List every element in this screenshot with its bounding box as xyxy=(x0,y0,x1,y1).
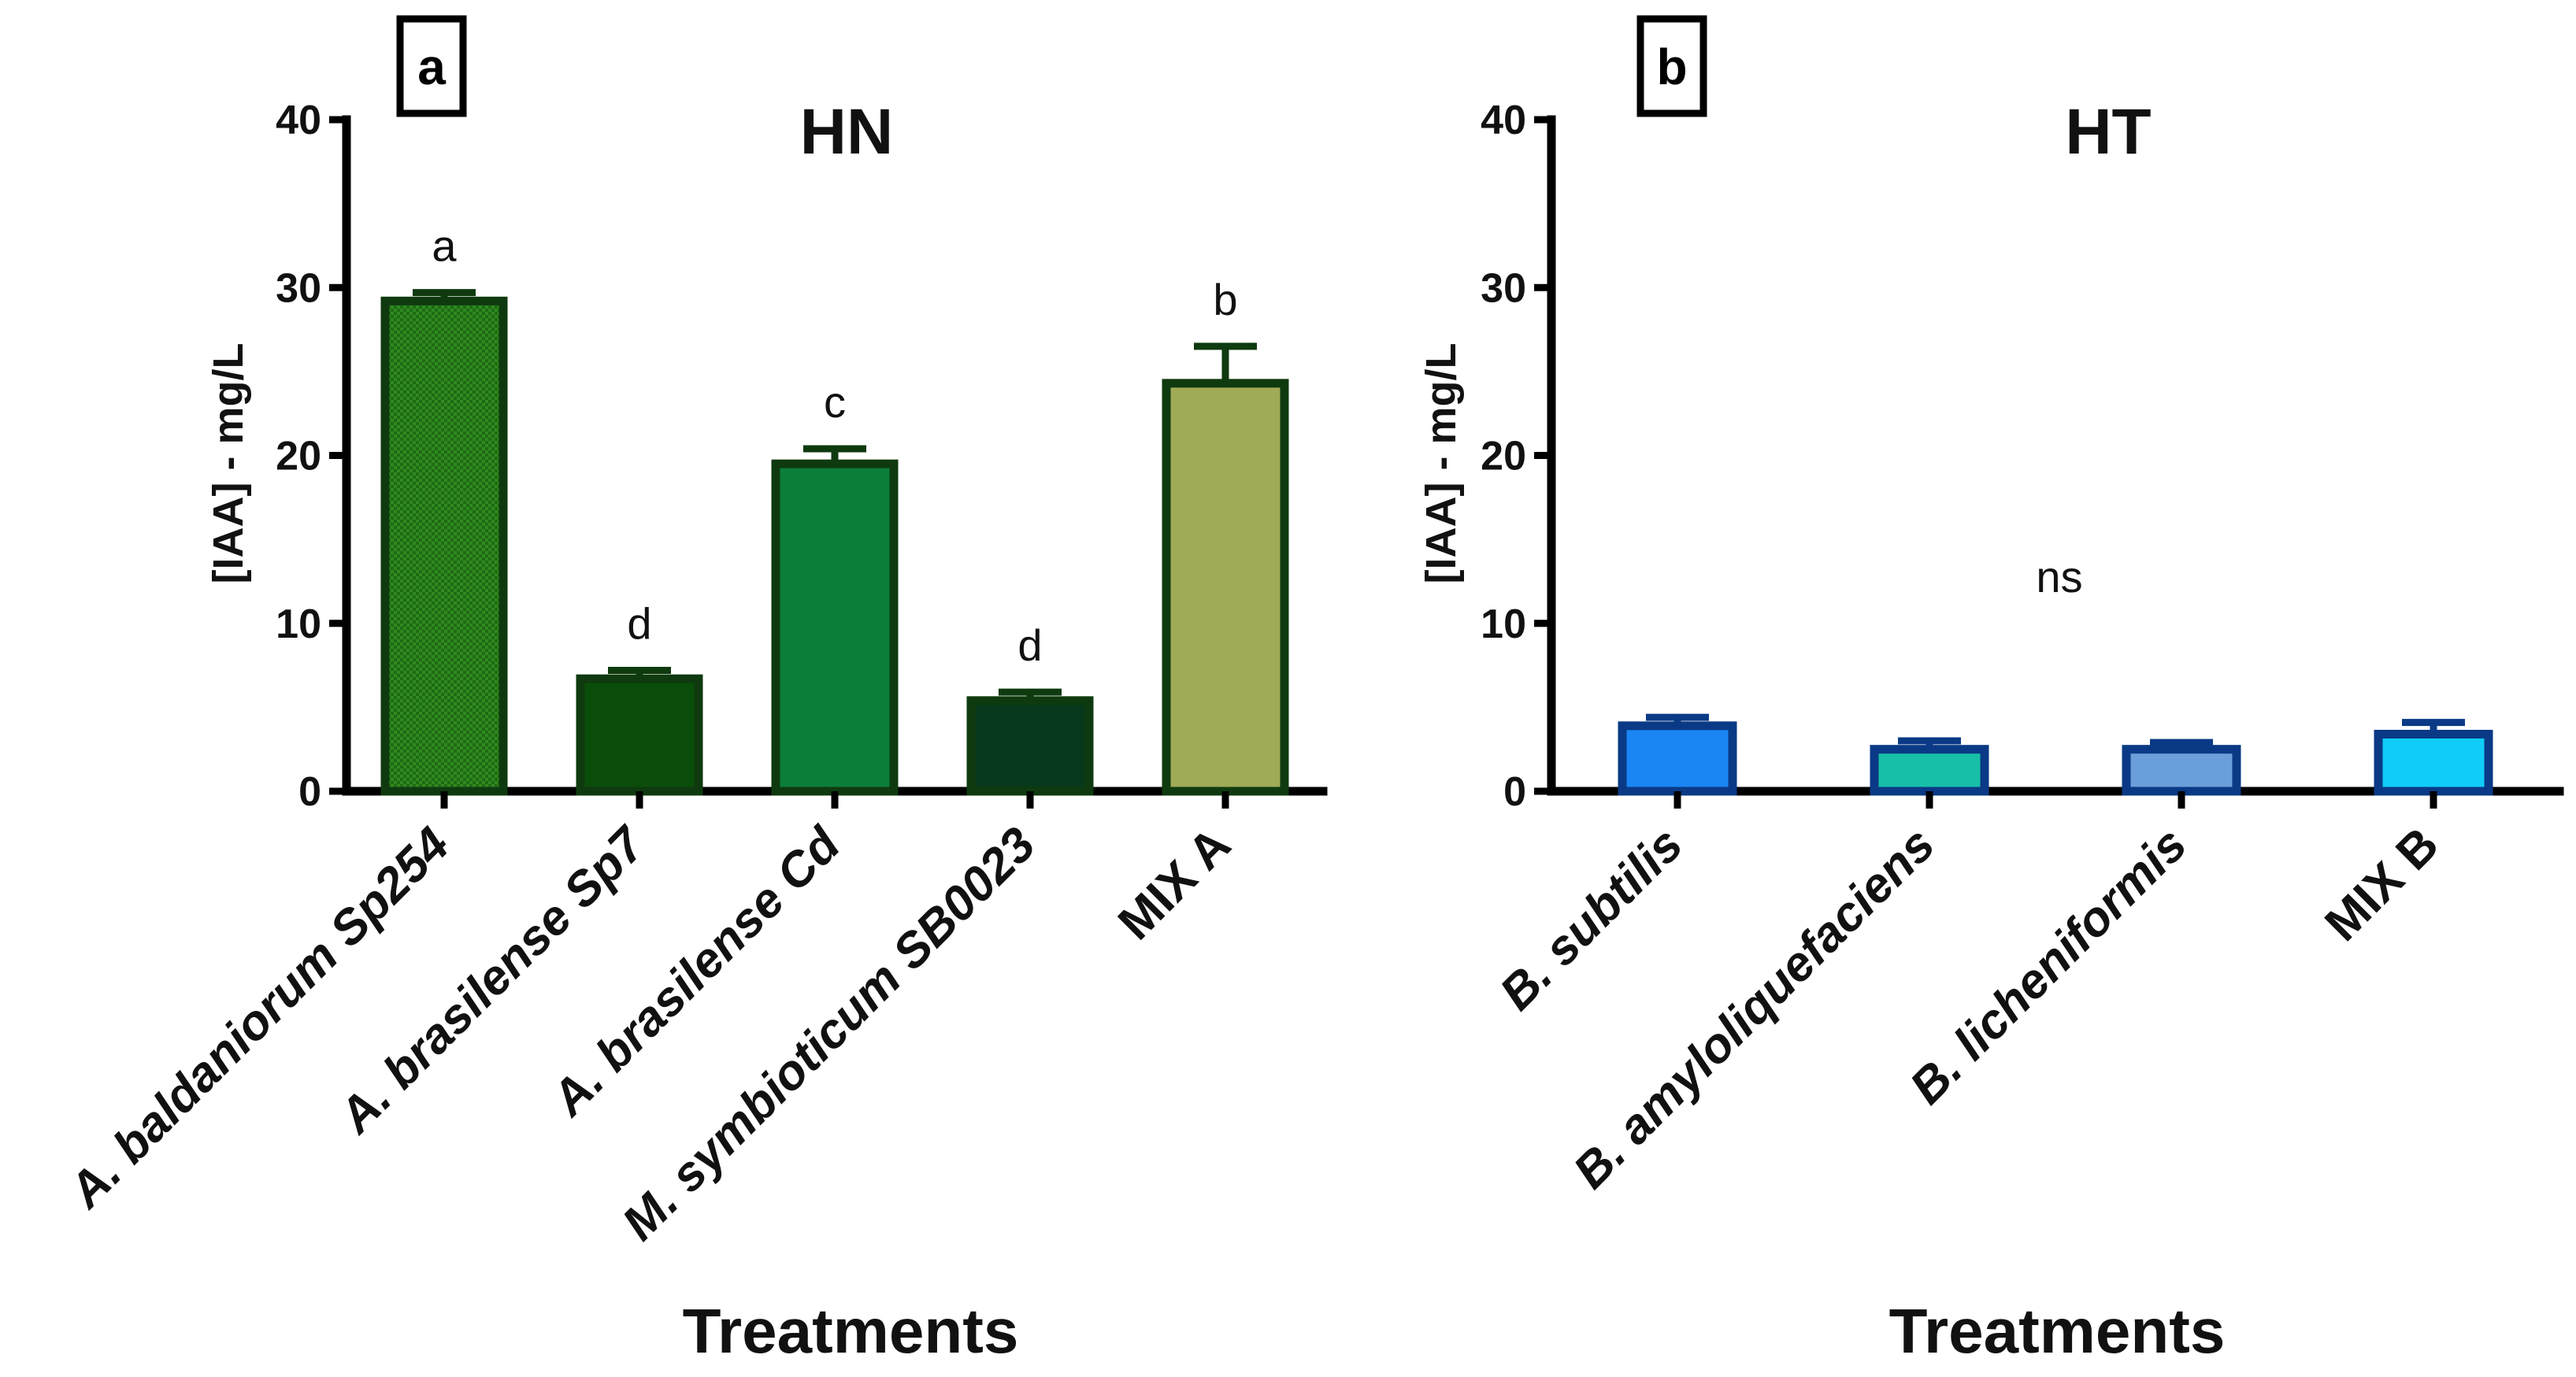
bar-3 xyxy=(2122,745,2241,796)
bar-3 xyxy=(771,459,899,796)
panel-label: a xyxy=(417,39,446,95)
y-tick-label: 0 xyxy=(1503,769,1526,815)
bar-1 xyxy=(380,296,508,796)
y-tick-label: 30 xyxy=(276,265,321,311)
x-axis-label: Treatments xyxy=(1889,1296,2226,1366)
panel-label: b xyxy=(1656,39,1687,95)
y-axis-label: [IAA] - mg/L xyxy=(1418,343,1465,584)
y-tick-label: 20 xyxy=(276,434,321,479)
bar-2 xyxy=(576,674,703,796)
x-tick-label: A. baldaniorum Sp254 xyxy=(57,817,460,1220)
bar-5 xyxy=(1162,379,1289,796)
significance-letter: d xyxy=(627,598,651,648)
y-tick-label: 10 xyxy=(276,602,321,647)
x-tick-label: M. symbioticum SB0023 xyxy=(612,817,1046,1251)
bar-2 xyxy=(1870,745,1989,796)
bar-4 xyxy=(2374,729,2493,796)
bar-1 xyxy=(1618,721,1737,796)
x-tick-label: B. subtilis xyxy=(1490,817,1693,1020)
y-tick-label: 30 xyxy=(1481,265,1526,311)
x-tick-label: B. licheniformis xyxy=(1900,817,2197,1115)
bar-4 xyxy=(966,696,1094,796)
y-tick-label: 40 xyxy=(1481,98,1526,143)
x-axis-label: Treatments xyxy=(683,1296,1019,1366)
significance-letter: c xyxy=(824,377,846,427)
y-tick-label: 20 xyxy=(1481,434,1526,479)
y-tick-label: 40 xyxy=(276,98,321,143)
y-tick-label: 10 xyxy=(1481,602,1526,647)
x-tick-label: MIX A xyxy=(1108,817,1241,950)
panel-label-box xyxy=(396,15,467,117)
chart-title: HN xyxy=(800,96,893,168)
x-tick-label: MIX B xyxy=(2315,817,2449,952)
chart-title: HT xyxy=(2065,96,2151,168)
chart-panel-b: b HT [IAA] - mg/L Treatments 0 10 20 30 40 B. sub… xyxy=(1418,15,2564,1366)
ns-annotation: ns xyxy=(2036,552,2082,602)
chart-panel-a: a HN [IAA] - mg/L Treatments 0 10 20 30 40 A. bal… xyxy=(57,15,1328,1366)
y-axis-label: [IAA] - mg/L xyxy=(205,343,252,584)
significance-letter: d xyxy=(1017,620,1042,670)
panel-label-box xyxy=(1636,15,1707,117)
y-tick-label: 0 xyxy=(298,769,321,815)
significance-letter: a xyxy=(432,221,457,271)
significance-letter: b xyxy=(1213,275,1237,324)
